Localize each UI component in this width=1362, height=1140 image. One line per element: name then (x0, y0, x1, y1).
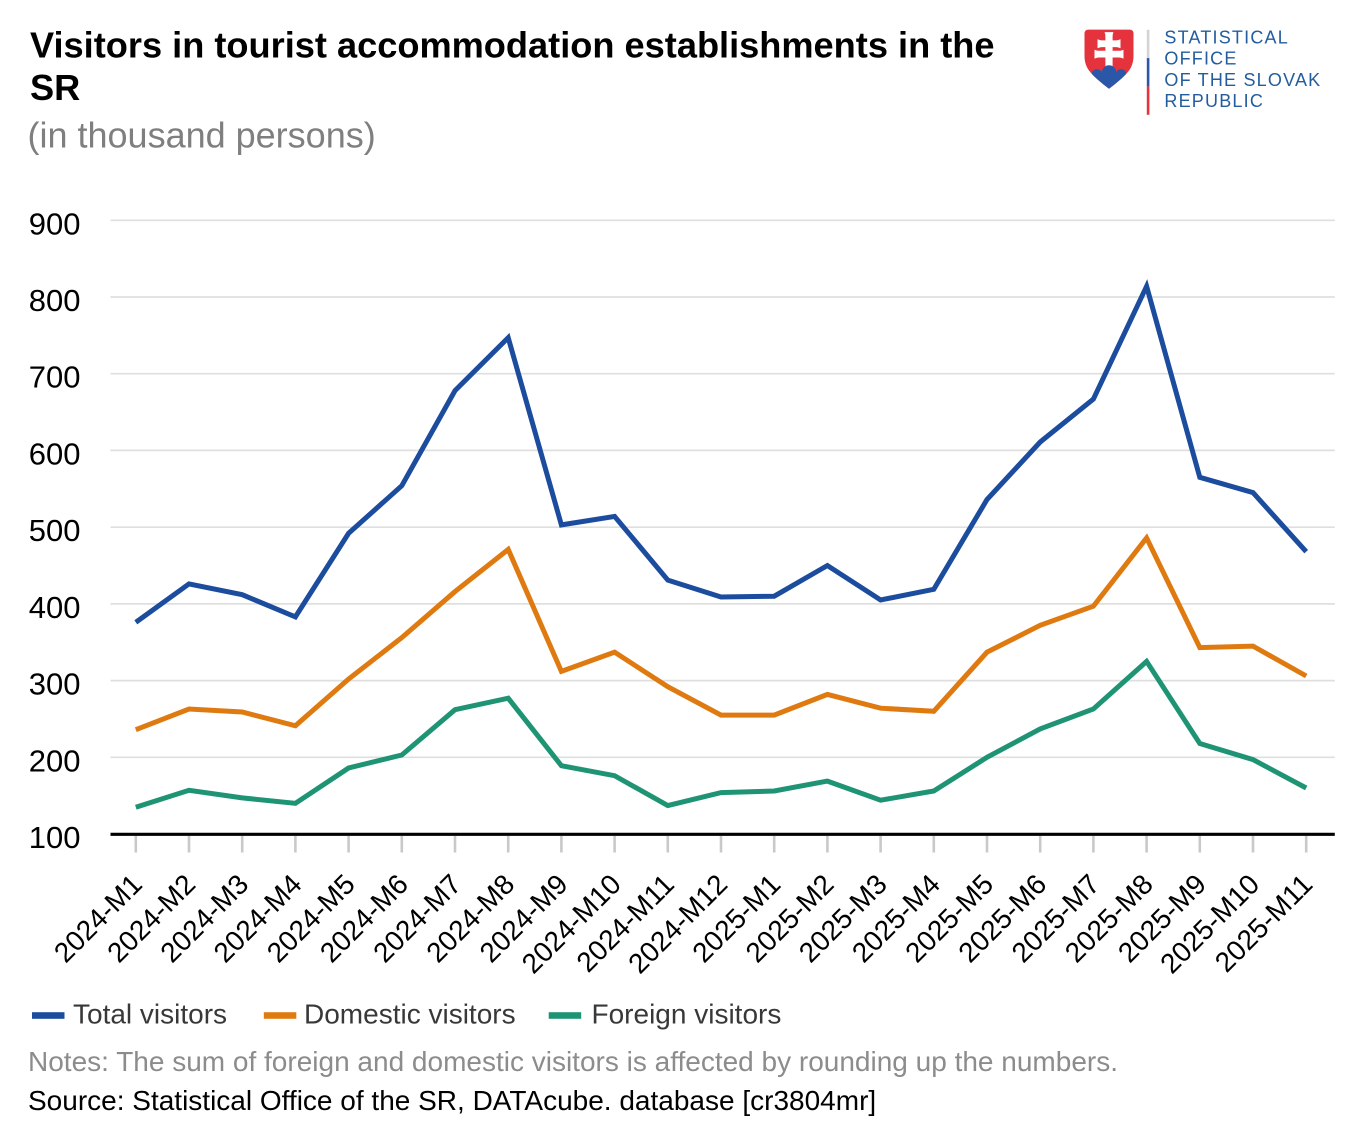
svg-text:OF THE SLOVAK: OF THE SLOVAK (1164, 70, 1321, 90)
svg-text:100: 100 (29, 820, 81, 855)
svg-text:STATISTICAL: STATISTICAL (1164, 28, 1289, 48)
svg-text:(in thousand persons): (in thousand persons) (28, 115, 376, 156)
svg-text:SR: SR (30, 67, 80, 108)
svg-text:Domestic visitors: Domestic visitors (304, 999, 516, 1030)
svg-text:500: 500 (29, 513, 81, 548)
svg-text:400: 400 (29, 590, 81, 625)
svg-text:200: 200 (29, 743, 81, 778)
svg-text:700: 700 (29, 360, 81, 395)
svg-text:300: 300 (29, 667, 81, 702)
svg-text:REPUBLIC: REPUBLIC (1164, 91, 1264, 111)
svg-text:Total visitors: Total visitors (73, 999, 227, 1030)
svg-text:900: 900 (29, 206, 81, 241)
svg-text:600: 600 (29, 436, 81, 471)
svg-text:Visitors in tourist accommodat: Visitors in tourist accommodation establ… (30, 25, 995, 66)
svg-text:Notes: The sum of foreign and: Notes: The sum of foreign and domestic v… (28, 1046, 1118, 1077)
svg-text:Source: Statistical Office of: Source: Statistical Office of the SR, DA… (28, 1085, 876, 1116)
svg-text:800: 800 (29, 283, 81, 318)
svg-text:OFFICE: OFFICE (1164, 49, 1237, 69)
svg-text:Foreign visitors: Foreign visitors (592, 999, 782, 1030)
